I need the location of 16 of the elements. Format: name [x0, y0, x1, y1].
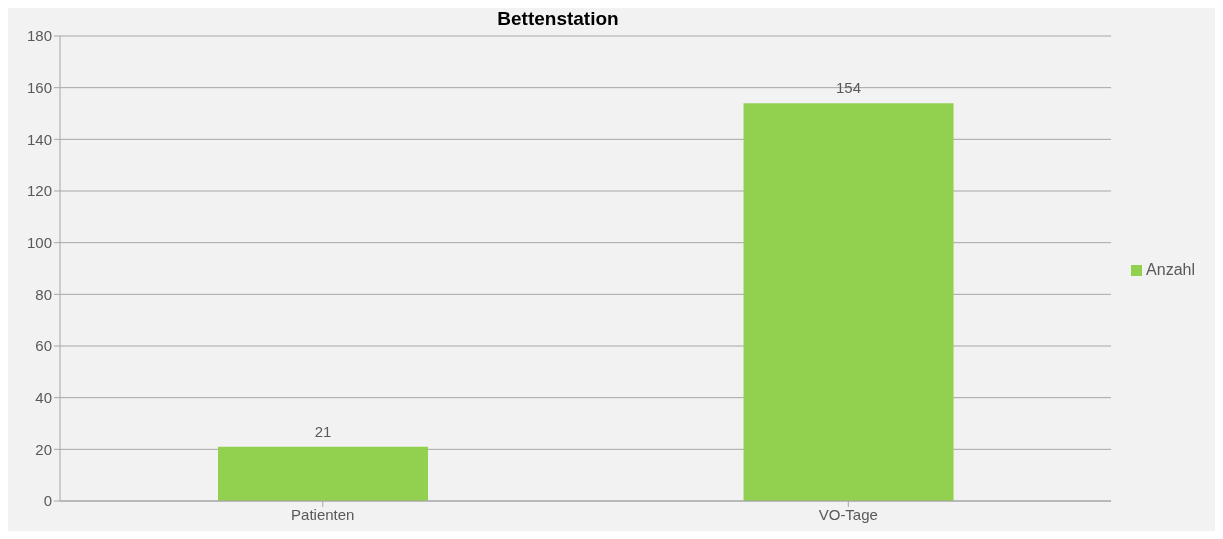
data-label: 21	[314, 422, 332, 440]
y-tick-label: 100	[26, 233, 52, 251]
chart-title: Bettenstation	[497, 8, 619, 29]
y-tick-label: 160	[26, 78, 52, 96]
y-tick-label: 40	[35, 388, 52, 406]
y-tick-label: 20	[35, 440, 52, 458]
y-tick-label: 140	[26, 130, 52, 148]
y-tick-label: 120	[26, 182, 52, 200]
y-tick-label: 60	[35, 337, 52, 355]
y-tick-label: 180	[26, 27, 52, 45]
x-tick-label: Patienten	[291, 505, 355, 523]
data-label: 154	[836, 79, 862, 97]
y-tick-label: 80	[35, 285, 52, 303]
y-tick-label: 0	[43, 492, 52, 510]
x-tick-label: VO-Tage	[818, 505, 878, 523]
legend-label: Anzahl	[1146, 260, 1195, 278]
